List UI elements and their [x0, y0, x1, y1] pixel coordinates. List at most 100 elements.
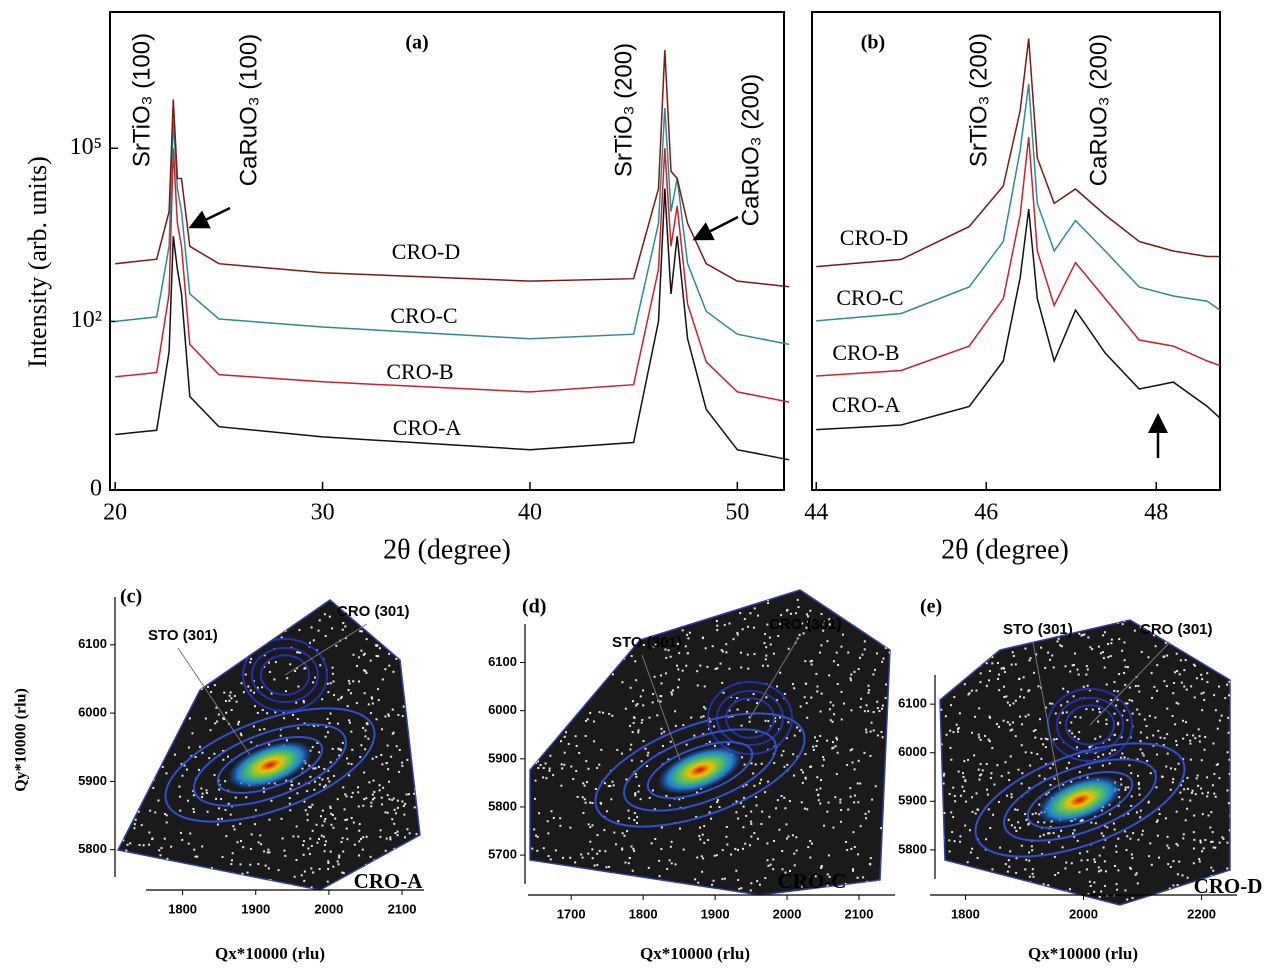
- noise-dot: [949, 704, 952, 707]
- noise-dot: [1193, 696, 1196, 699]
- noise-dot: [728, 667, 731, 670]
- noise-dot: [297, 782, 300, 785]
- noise-dot: [398, 770, 401, 773]
- noise-dot: [367, 703, 370, 706]
- noise-dot: [767, 720, 770, 723]
- noise-dot: [756, 837, 759, 840]
- y-tick-label: 10⁵: [70, 134, 102, 160]
- noise-dot: [358, 829, 361, 832]
- noise-dot: [964, 800, 967, 803]
- noise-dot: [537, 690, 540, 693]
- noise-dot: [714, 744, 717, 747]
- noise-dot: [119, 612, 122, 615]
- noise-dot: [945, 624, 948, 627]
- noise-dot: [329, 712, 332, 715]
- noise-dot: [241, 885, 244, 888]
- noise-dot: [308, 764, 311, 767]
- noise-dot: [1134, 873, 1137, 876]
- noise-dot: [539, 730, 542, 733]
- noise-dot: [536, 714, 539, 717]
- noise-dot: [418, 610, 420, 613]
- noise-dot: [380, 796, 383, 799]
- noise-dot: [1011, 651, 1014, 654]
- noise-dot: [135, 749, 138, 752]
- noise-dot: [1172, 860, 1175, 863]
- noise-dot: [887, 825, 890, 828]
- noise-dot: [1199, 839, 1202, 842]
- noise-dot: [820, 779, 823, 782]
- noise-dot: [822, 593, 825, 596]
- noise-dot: [312, 767, 315, 770]
- noise-dot: [210, 691, 213, 694]
- noise-dot: [1068, 888, 1071, 891]
- noise-dot: [1138, 793, 1141, 796]
- noise-dot: [968, 692, 971, 695]
- noise-dot: [678, 678, 681, 681]
- noise-dot: [741, 847, 744, 850]
- noise-dot: [734, 847, 737, 850]
- noise-dot: [152, 745, 155, 748]
- noise-dot: [149, 689, 152, 692]
- noise-dot: [562, 714, 565, 717]
- noise-dot: [1042, 833, 1045, 836]
- noise-dot: [281, 837, 284, 840]
- noise-dot: [1199, 641, 1202, 644]
- noise-dot: [1192, 663, 1195, 666]
- noise-dot: [306, 790, 309, 793]
- noise-dot: [332, 826, 335, 829]
- noise-dot: [1148, 714, 1151, 717]
- noise-dot: [1175, 701, 1178, 704]
- noise-dot: [973, 648, 976, 651]
- noise-dot: [1228, 758, 1230, 761]
- noise-dot: [1131, 897, 1134, 900]
- noise-dot: [172, 667, 175, 670]
- noise-dot: [978, 774, 981, 777]
- noise-dot: [1224, 697, 1227, 700]
- noise-dot: [803, 807, 806, 810]
- noise-dot: [940, 861, 943, 864]
- noise-dot: [853, 670, 856, 673]
- noise-dot: [778, 828, 781, 831]
- noise-dot: [312, 639, 315, 642]
- contour: [216, 736, 324, 794]
- noise-dot: [1200, 759, 1203, 762]
- noise-dot: [250, 741, 253, 744]
- noise-dot: [383, 640, 386, 643]
- noise-dot: [160, 693, 163, 696]
- noise-dot: [166, 857, 169, 860]
- noise-dot: [1177, 702, 1180, 705]
- noise-dot: [876, 707, 879, 710]
- noise-dot: [1123, 709, 1126, 712]
- noise-dot: [846, 763, 849, 766]
- noise-dot: [632, 618, 635, 621]
- noise-dot: [1010, 793, 1013, 796]
- noise-dot: [1110, 698, 1113, 701]
- noise-dot: [882, 630, 885, 633]
- noise-dot: [1080, 859, 1083, 862]
- noise-dot: [1087, 893, 1090, 896]
- noise-dot: [1226, 867, 1229, 870]
- noise-dot: [138, 784, 141, 787]
- noise-dot: [678, 798, 681, 801]
- noise-dot: [993, 783, 996, 786]
- xrd-curve: [115, 188, 790, 461]
- noise-dot: [793, 734, 796, 737]
- noise-dot: [702, 857, 705, 860]
- noise-dot: [694, 888, 697, 891]
- noise-dot: [536, 835, 539, 838]
- noise-dot: [209, 729, 212, 732]
- noise-dot: [960, 645, 963, 648]
- noise-dot: [257, 841, 260, 844]
- noise-dot: [156, 866, 159, 869]
- y-axis-label: Qy*10000 (rlu): [13, 688, 30, 792]
- noise-dot: [849, 677, 852, 680]
- noise-dot: [996, 764, 999, 767]
- noise-dot: [365, 835, 368, 838]
- noise-dot: [136, 803, 139, 806]
- contour: [1065, 704, 1115, 746]
- noise-dot: [404, 802, 407, 805]
- noise-dot: [700, 716, 703, 719]
- noise-dot: [969, 851, 972, 854]
- noise-dot: [1113, 733, 1116, 736]
- noise-dot: [267, 635, 270, 638]
